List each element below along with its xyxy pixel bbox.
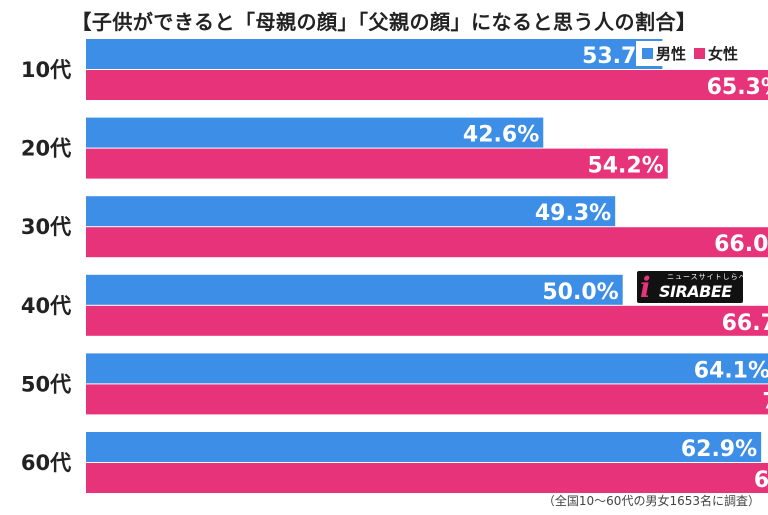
logo-tagline: ニュースサイトしらべぇ <box>667 273 743 281</box>
category-label: 60代 <box>21 451 71 475</box>
bar-female <box>86 384 768 415</box>
legend-label-female: 女性 <box>707 45 738 63</box>
value-label-female: 69.7% <box>754 468 768 493</box>
value-label-male: 62.9% <box>681 437 757 462</box>
bar-male <box>86 196 616 227</box>
legend-item-male: 男性 <box>641 43 686 64</box>
bar-female <box>86 463 768 493</box>
value-label-male: 49.3% <box>535 201 611 226</box>
bar-female <box>86 70 768 100</box>
bar-male <box>86 39 663 69</box>
bar-male <box>86 432 762 462</box>
legend: 男性 女性 <box>635 41 744 66</box>
category-label: 10代 <box>21 58 71 82</box>
bar-male <box>86 353 768 384</box>
bar-female <box>86 148 668 179</box>
value-label-female: 65.3% <box>707 75 768 100</box>
category-label: 20代 <box>21 137 71 161</box>
legend-swatch-female <box>693 48 705 59</box>
legend-item-female: 女性 <box>693 43 738 64</box>
logo-text: SIRABEE <box>659 282 732 301</box>
bar-male <box>86 274 623 305</box>
value-label-female: 66.0% <box>714 232 768 257</box>
category-label: 40代 <box>21 294 71 318</box>
bar-female <box>86 305 768 336</box>
category-label: 30代 <box>21 215 71 239</box>
sirabee-logo: i ニュースサイトしらべぇ SIRABEE <box>637 271 743 303</box>
legend-label-male: 男性 <box>655 45 686 63</box>
value-label-male: 64.1% <box>694 358 768 383</box>
legend-swatch-male <box>641 48 653 59</box>
bar-male <box>86 117 544 148</box>
chart-title: 【子供ができると「母親の顔」「父親の顔」になると思う人の割合】 <box>71 10 697 34</box>
value-label-female: 66.7% <box>722 311 768 336</box>
logo-initial: i <box>640 271 651 303</box>
category-label: 50代 <box>21 372 71 396</box>
value-label-female: 54.2% <box>587 154 663 179</box>
bar-female <box>86 227 768 258</box>
value-label-male: 50.0% <box>542 280 618 305</box>
footnote: （全国10～60代の男女1653名に調査） <box>542 494 760 508</box>
value-label-male: 42.6% <box>463 123 539 148</box>
value-label-female: 70.5% <box>762 389 768 414</box>
